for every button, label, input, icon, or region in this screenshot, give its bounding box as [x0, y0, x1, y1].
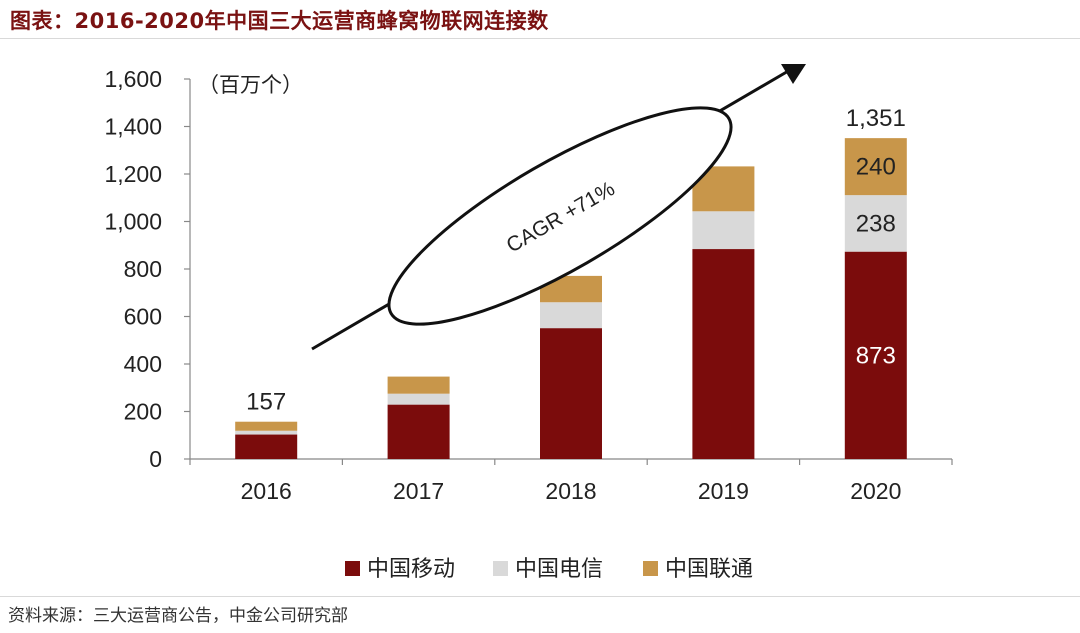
bar-segment-2018-1 — [540, 302, 602, 329]
y-tick-label: 1,400 — [104, 114, 162, 140]
title-bar: 图表：2016-2020年中国三大运营商蜂窝物联网连接数 — [0, 0, 1080, 38]
bar-segment-2016-2 — [235, 421, 298, 431]
bar-segment-2017-2 — [387, 376, 450, 394]
y-unit-label: （百万个） — [198, 73, 303, 97]
legend-label: 中国移动 — [367, 557, 455, 582]
bar-segment-2020-1 — [844, 195, 907, 252]
bar-segment-2016-1 — [235, 430, 298, 435]
bar-segment-2019-0 — [692, 249, 755, 459]
legend-swatch-2 — [643, 561, 658, 576]
bar-segment-2019-1 — [692, 211, 755, 250]
stacked-bar-chart: 0 200 400 600 800 1,000 1,200 1,400 1,600 （百万个） 20… — [104, 64, 953, 582]
segment-label: 240 — [856, 154, 896, 181]
x-tick-label: 2018 — [545, 478, 596, 504]
y-tick-label: 800 — [124, 256, 162, 282]
legend-swatch-1 — [493, 561, 508, 576]
x-tick-label: 2020 — [850, 478, 901, 504]
x-tick-label: 2016 — [241, 478, 292, 504]
y-tick-label: 1,000 — [104, 209, 162, 235]
bar-segment-2018-0 — [540, 328, 602, 459]
x-tick-label: 2019 — [698, 478, 749, 504]
cagr-arrowhead — [781, 64, 806, 84]
y-tick-label: 400 — [124, 351, 162, 377]
y-tick-label: 1,200 — [104, 161, 162, 187]
total-label: 1,351 — [846, 105, 906, 132]
segment-label: 238 — [856, 210, 896, 237]
bar-segment-2020-0 — [844, 251, 907, 459]
legend-label: 中国电信 — [515, 557, 603, 582]
segment-label: 873 — [856, 342, 896, 369]
footer-divider — [0, 596, 1080, 597]
legend-label: 中国联通 — [665, 557, 753, 582]
source-note: 资料来源：三大运营商公告，中金公司研究部 — [8, 606, 348, 626]
cagr-ellipse — [387, 106, 733, 326]
bar-segment-2020-2 — [844, 138, 907, 196]
bar-segment-2017-1 — [387, 393, 450, 405]
x-tick-label: 2017 — [393, 478, 444, 504]
bar-segment-2017-0 — [387, 404, 450, 459]
chart-title: 图表：2016-2020年中国三大运营商蜂窝物联网连接数 — [10, 9, 549, 33]
legend-swatch-0 — [345, 561, 360, 576]
total-label: 157 — [246, 389, 286, 416]
bar-segment-2016-0 — [235, 434, 298, 459]
y-tick-label: 0 — [149, 446, 162, 472]
y-tick-label: 200 — [124, 399, 162, 425]
y-tick-label: 1,600 — [104, 66, 162, 92]
title-divider — [0, 38, 1080, 39]
y-tick-label: 600 — [124, 304, 162, 330]
